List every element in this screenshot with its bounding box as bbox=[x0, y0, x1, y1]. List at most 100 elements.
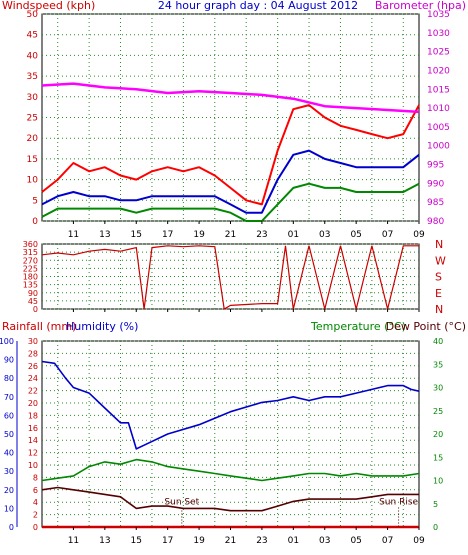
x-tick-label-bottom: 23 bbox=[256, 536, 267, 546]
x-tick-label-top: 03 bbox=[319, 230, 330, 240]
x-tick-label-top: 01 bbox=[288, 230, 299, 240]
barometer-tick-label: 1030 bbox=[427, 29, 450, 39]
temperature-tick-label: 35 bbox=[433, 360, 443, 369]
series-barometer bbox=[41, 82, 420, 114]
dewpoint-label: Dew Point (°C) bbox=[386, 320, 466, 333]
series-dew-point bbox=[41, 486, 419, 512]
temperature-tick-label: 15 bbox=[433, 453, 443, 462]
direction-tick-label: 180 bbox=[23, 273, 38, 282]
x-tick-label-top: 13 bbox=[99, 230, 110, 240]
temperature-tick-label: 20 bbox=[433, 430, 443, 439]
rain-tick-label: 12 bbox=[28, 449, 38, 458]
x-tick-label-top: 05 bbox=[350, 230, 361, 240]
humidity-label: Humidity (%) bbox=[66, 320, 138, 333]
temperature-tick-label: 40 bbox=[433, 337, 443, 346]
barometer-tick-label: 1000 bbox=[427, 142, 450, 152]
direction-tick-label: 225 bbox=[23, 264, 38, 273]
humidity-tick-label: 10 bbox=[4, 504, 14, 513]
humidity-tick-label: 20 bbox=[4, 486, 14, 495]
direction-tick-label: 135 bbox=[23, 281, 38, 290]
rain-tick-label: 8 bbox=[33, 473, 38, 482]
temperature-label: Temperature (°C) bbox=[310, 320, 406, 333]
barometer-tick-label: 1035 bbox=[427, 10, 450, 20]
barometer-tick-label: 995 bbox=[427, 161, 444, 171]
wind-tick-label: 50 bbox=[27, 10, 39, 20]
x-tick-label-top: 07 bbox=[382, 230, 393, 240]
wind-tick-label: 35 bbox=[27, 72, 38, 82]
rain-tick-label: 22 bbox=[28, 387, 38, 396]
x-tick-label-bottom: 21 bbox=[225, 536, 236, 546]
x-tick-label-bottom: 19 bbox=[193, 536, 205, 546]
sunset-label: Sun Set bbox=[164, 498, 199, 508]
rain-tick-label: 4 bbox=[33, 498, 38, 507]
x-tick-label-top: 21 bbox=[225, 230, 236, 240]
compass-label: N bbox=[435, 303, 443, 316]
compass-label: N bbox=[435, 238, 443, 251]
compass-label: S bbox=[435, 271, 442, 284]
wind-tick-label: 30 bbox=[27, 93, 39, 103]
x-tick-label-top: 23 bbox=[256, 230, 267, 240]
x-tick-label-bottom: 07 bbox=[382, 536, 393, 546]
rain-tick-label: 20 bbox=[28, 399, 38, 408]
rainfall-label: Rainfall (mm) bbox=[2, 320, 76, 333]
windspeed-label: Windspeed (kph) bbox=[2, 0, 95, 12]
humidity-tick-label: 30 bbox=[4, 467, 14, 476]
x-tick-label-top: 15 bbox=[131, 230, 142, 240]
temperature-tick-label: 0 bbox=[433, 523, 438, 532]
humidity-tick-label: 80 bbox=[4, 374, 14, 383]
humidity-tick-label: 50 bbox=[4, 430, 14, 439]
barometer-tick-label: 1015 bbox=[427, 85, 450, 95]
wind-tick-label: 0 bbox=[32, 217, 38, 227]
temperature-tick-label: 10 bbox=[433, 477, 443, 486]
rain-tick-label: 6 bbox=[33, 486, 38, 495]
x-tick-label-bottom: 03 bbox=[319, 536, 330, 546]
rain-tick-label: 28 bbox=[28, 349, 38, 358]
humidity-tick-label: 90 bbox=[4, 356, 14, 365]
wind-tick-label: 10 bbox=[27, 176, 39, 186]
barometer-tick-label: 1010 bbox=[427, 104, 450, 114]
x-tick-label-bottom: 01 bbox=[288, 536, 299, 546]
series-average bbox=[41, 149, 420, 214]
direction-tick-label: 45 bbox=[28, 297, 38, 306]
barometer-label: Barometer (hpa) bbox=[375, 0, 466, 12]
barometer-tick-label: 1025 bbox=[427, 48, 450, 58]
graph-title: 24 hour graph day : 04 August 2012 bbox=[158, 0, 358, 12]
temperature-tick-label: 30 bbox=[433, 384, 443, 393]
x-tick-label-top: 09 bbox=[413, 230, 425, 240]
series-direction bbox=[41, 245, 419, 310]
barometer-tick-label: 990 bbox=[427, 179, 444, 189]
sunrise-label: Sun Rise bbox=[379, 498, 418, 508]
barometer-tick-label: 1020 bbox=[427, 66, 450, 76]
barometer-tick-label: 985 bbox=[427, 198, 444, 208]
x-tick-label-top: 19 bbox=[193, 230, 205, 240]
x-tick-label-bottom: 17 bbox=[162, 536, 173, 546]
x-tick-label-bottom: 11 bbox=[68, 536, 79, 546]
humidity-tick-label: 60 bbox=[4, 411, 14, 420]
rain-tick-label: 10 bbox=[28, 461, 38, 470]
compass-label: E bbox=[435, 287, 442, 300]
barometer-tick-label: 1005 bbox=[427, 123, 450, 133]
wind-tick-label: 45 bbox=[27, 31, 38, 41]
direction-tick-label: 270 bbox=[23, 256, 38, 265]
rain-tick-label: 14 bbox=[28, 436, 38, 445]
rain-tick-label: 18 bbox=[28, 411, 38, 420]
rain-tick-label: 26 bbox=[28, 362, 38, 371]
rain-tick-label: 24 bbox=[28, 374, 38, 383]
direction-tick-label: 315 bbox=[23, 248, 38, 257]
x-tick-label-top: 17 bbox=[162, 230, 173, 240]
barometer-tick-label: 980 bbox=[427, 217, 444, 227]
temperature-tick-label: 5 bbox=[433, 500, 438, 509]
rain-tick-label: 16 bbox=[28, 424, 38, 433]
humidity-tick-label: 70 bbox=[4, 393, 14, 402]
x-tick-label-bottom: 13 bbox=[99, 536, 110, 546]
panel-climate-frame bbox=[41, 340, 420, 528]
wind-tick-label: 20 bbox=[27, 134, 39, 144]
wind-tick-label: 5 bbox=[32, 196, 38, 206]
temperature-tick-label: 25 bbox=[433, 407, 443, 416]
direction-tick-label: 90 bbox=[28, 289, 38, 298]
rain-tick-label: 2 bbox=[33, 511, 38, 520]
direction-tick-label: 0 bbox=[33, 305, 38, 314]
wind-tick-label: 40 bbox=[27, 51, 39, 61]
